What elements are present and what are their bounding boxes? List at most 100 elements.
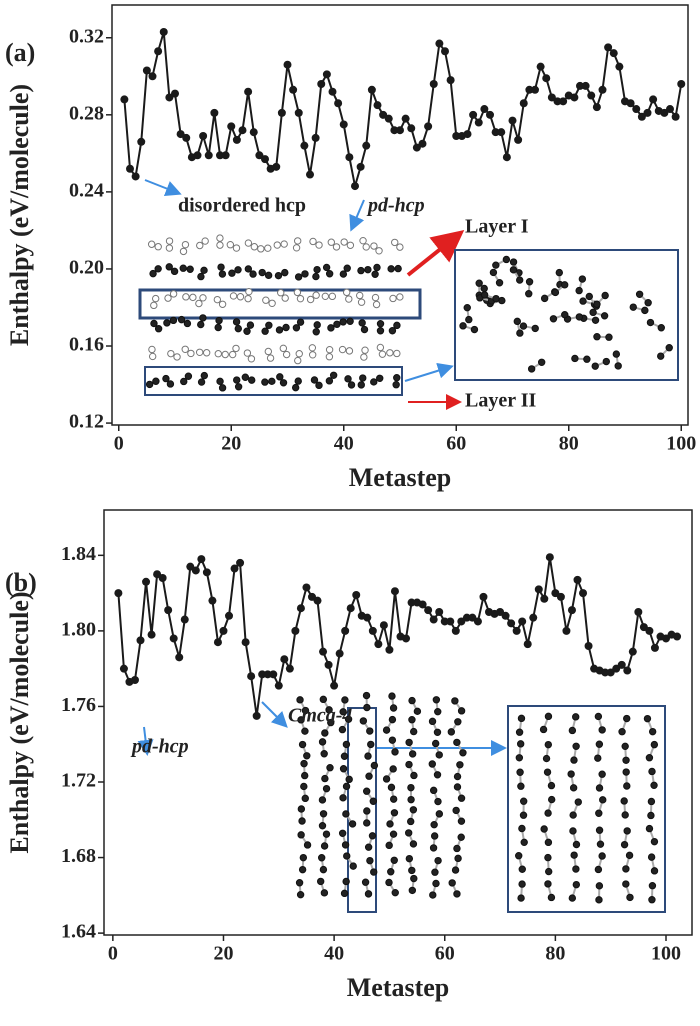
- atom: [454, 718, 462, 726]
- inset-box: [507, 705, 666, 913]
- atom: [457, 833, 465, 841]
- atom: [321, 774, 329, 783]
- data-point: [637, 112, 646, 121]
- atom: [388, 692, 396, 700]
- atom: [310, 376, 319, 384]
- data-point: [294, 108, 303, 117]
- atom: [232, 318, 241, 326]
- atom: [163, 319, 171, 327]
- data-point: [519, 99, 528, 108]
- atom: [509, 258, 518, 266]
- data-point: [328, 87, 337, 96]
- data-point: [302, 583, 311, 592]
- atom: [434, 856, 442, 865]
- data-point: [486, 110, 494, 119]
- atom: [435, 751, 443, 759]
- atom: [244, 294, 252, 303]
- atom: [167, 349, 175, 358]
- atom: [359, 374, 367, 382]
- data-point: [158, 574, 167, 582]
- atom: [321, 292, 330, 301]
- panel-label: (a): [5, 38, 35, 67]
- atom: [531, 324, 539, 333]
- atom: [320, 842, 329, 850]
- atom: [264, 271, 273, 280]
- atom: [339, 270, 348, 278]
- atom: [396, 293, 404, 301]
- data-point: [244, 87, 253, 96]
- atom: [362, 691, 371, 700]
- atom: [595, 826, 604, 834]
- data-point: [559, 97, 568, 106]
- atom: [327, 324, 335, 332]
- atom: [544, 809, 552, 817]
- atom: [432, 879, 440, 888]
- atom: [516, 329, 524, 337]
- atom: [145, 380, 154, 389]
- arrow: [261, 701, 288, 728]
- atom: [451, 697, 459, 705]
- atom: [428, 760, 436, 768]
- data-point: [227, 122, 236, 131]
- atom: [338, 345, 347, 354]
- atom: [275, 326, 284, 334]
- atom: [453, 738, 461, 747]
- data-point: [570, 93, 579, 102]
- atom: [572, 840, 581, 849]
- atom: [166, 380, 175, 388]
- atom: [650, 867, 659, 875]
- atom: [165, 237, 174, 245]
- x-tick-label: 100: [651, 943, 681, 965]
- atom: [622, 768, 630, 776]
- data-point: [238, 126, 247, 135]
- atom: [570, 756, 578, 764]
- atom: [601, 291, 609, 300]
- atom: [407, 795, 415, 804]
- atom: [320, 750, 328, 758]
- atom: [545, 867, 553, 876]
- data-point: [169, 634, 178, 643]
- atom: [296, 890, 305, 899]
- annotation: Layer II: [465, 390, 537, 412]
- atom: [620, 797, 628, 805]
- atom: [647, 811, 655, 820]
- atom: [650, 781, 658, 790]
- data-point: [210, 108, 219, 117]
- atom: [189, 293, 197, 302]
- data-point: [352, 591, 361, 599]
- atom: [165, 263, 173, 271]
- data-point: [385, 645, 394, 654]
- atom: [459, 322, 467, 330]
- atom: [591, 362, 599, 370]
- atom: [429, 891, 437, 899]
- atom: [453, 783, 462, 791]
- atom: [376, 320, 385, 328]
- atom: [325, 353, 334, 361]
- atom: [361, 878, 370, 886]
- data-point: [418, 139, 427, 148]
- atom: [598, 726, 606, 734]
- data-point: [252, 711, 261, 720]
- atom: [199, 314, 207, 322]
- atom: [300, 782, 308, 791]
- atom: [148, 352, 157, 361]
- atom: [154, 265, 162, 273]
- atom: [408, 716, 416, 724]
- data-point: [440, 617, 449, 626]
- atom: [579, 297, 587, 305]
- data-point: [643, 108, 652, 117]
- atom: [429, 786, 438, 795]
- atom: [519, 322, 528, 330]
- atom: [345, 295, 353, 303]
- atom: [540, 294, 549, 303]
- atom: [322, 784, 331, 793]
- atom: [371, 270, 379, 278]
- data-point: [225, 611, 234, 620]
- y-axis-title: Enthalpy (eV/molecule): [5, 591, 34, 853]
- data-point: [463, 130, 472, 139]
- atom: [313, 321, 321, 329]
- atom: [451, 866, 460, 874]
- atom: [568, 726, 577, 735]
- data-point: [193, 151, 202, 160]
- atom: [394, 264, 402, 273]
